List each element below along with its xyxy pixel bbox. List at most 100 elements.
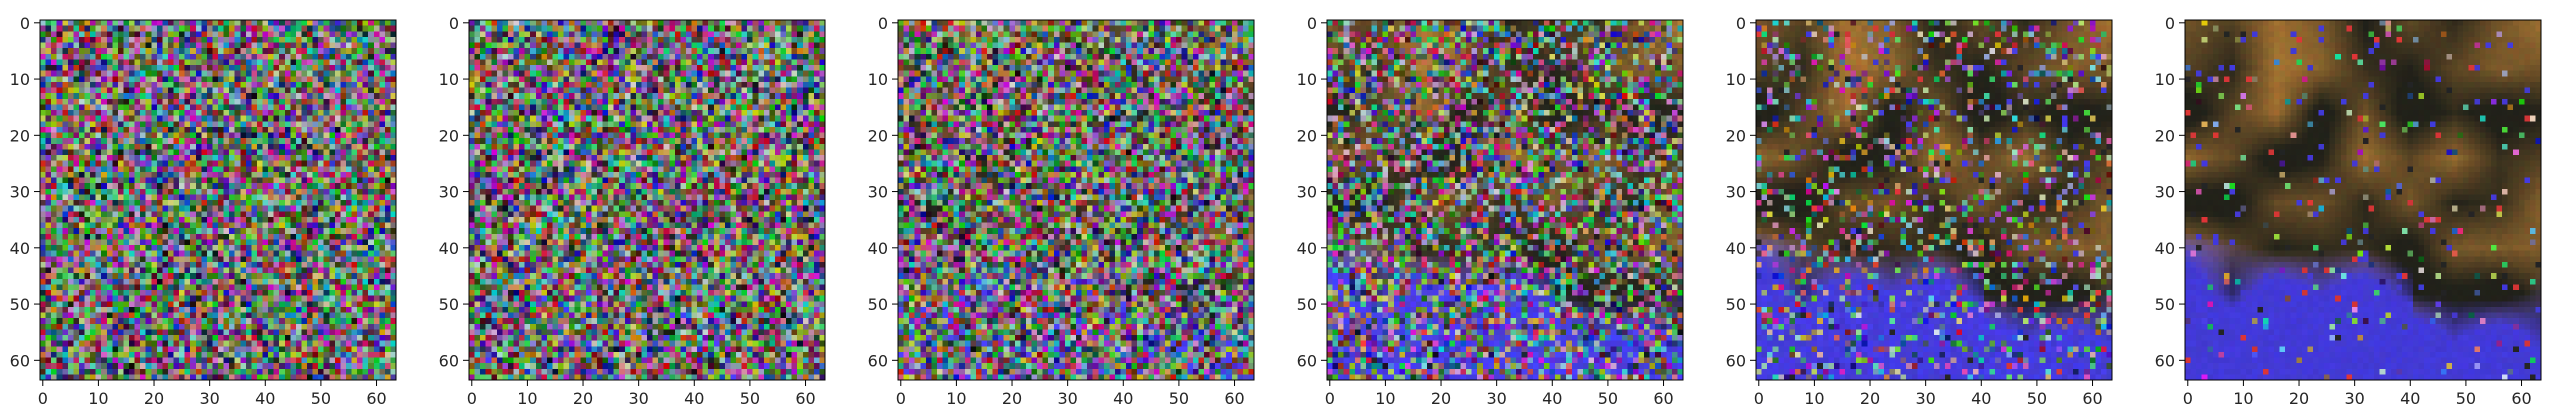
x-tick-label: 10 <box>946 389 966 408</box>
panel-5-image <box>1756 20 2112 380</box>
y-tick-label: 0 <box>1736 14 1746 33</box>
x-tick-label: 60 <box>1224 389 1244 408</box>
y-tick-label: 20 <box>868 126 888 145</box>
x-tick-label: 0 <box>1754 389 1764 408</box>
x-tick-label: 30 <box>1057 389 1077 408</box>
x-tick-label: 50 <box>2456 389 2476 408</box>
y-tick-label: 40 <box>868 239 888 258</box>
y-tick-label: 40 <box>10 239 30 258</box>
y-tick-label: 60 <box>868 351 888 370</box>
y-tick-label: 20 <box>1297 126 1317 145</box>
y-tick-label: 20 <box>1726 126 1746 145</box>
x-tick-label: 20 <box>144 389 164 408</box>
x-tick-label: 40 <box>1113 389 1133 408</box>
y-tick-label: 40 <box>2155 239 2175 258</box>
x-tick-label: 50 <box>740 389 760 408</box>
y-tick-label: 0 <box>449 14 459 33</box>
x-tick-label: 20 <box>1002 389 1022 408</box>
x-tick-label: 10 <box>1804 389 1824 408</box>
panel-4-frame <box>1326 19 1684 381</box>
panel-5: 0 10 20 30 40 50 60 0 10 20 30 40 50 60 <box>1726 14 2113 408</box>
y-tick-label: 40 <box>1297 239 1317 258</box>
x-tick-label: 60 <box>1653 389 1673 408</box>
x-tick-label: 0 <box>38 389 48 408</box>
x-tick-label: 0 <box>467 389 477 408</box>
y-tick-label: 20 <box>2155 126 2175 145</box>
x-tick-label: 0 <box>2183 389 2193 408</box>
x-tick-label: 40 <box>684 389 704 408</box>
y-tick-label: 30 <box>439 183 459 202</box>
panel-2-frame <box>468 19 826 381</box>
y-tick-label: 0 <box>2165 14 2175 33</box>
x-tick-label: 20 <box>1860 389 1880 408</box>
y-tick-label: 10 <box>439 70 459 89</box>
y-tick-label: 60 <box>2155 351 2175 370</box>
y-tick-label: 50 <box>2155 295 2175 314</box>
x-tick-label: 60 <box>2511 389 2531 408</box>
x-tick-label: 30 <box>2344 389 2364 408</box>
x-tick-label: 60 <box>366 389 386 408</box>
x-tick-label: 20 <box>2289 389 2309 408</box>
y-tick-label: 20 <box>10 126 30 145</box>
x-tick-label: 50 <box>1598 389 1618 408</box>
y-tick-label: 60 <box>10 351 30 370</box>
y-tick-label: 0 <box>1307 14 1317 33</box>
x-tick-label: 50 <box>2027 389 2047 408</box>
y-tick-label: 10 <box>868 70 888 89</box>
panel-6: 0 10 20 30 40 50 60 0 10 20 30 40 50 60 <box>2155 14 2542 408</box>
x-tick-label: 40 <box>1542 389 1562 408</box>
panel-1: 0 10 20 30 40 50 60 0 10 20 30 40 50 60 <box>10 14 397 408</box>
x-tick-label: 20 <box>1431 389 1451 408</box>
x-tick-label: 0 <box>1325 389 1335 408</box>
x-tick-label: 10 <box>1375 389 1395 408</box>
y-tick-label: 30 <box>10 183 30 202</box>
x-tick-label: 40 <box>1971 389 1991 408</box>
y-tick-label: 40 <box>439 239 459 258</box>
y-tick-label: 0 <box>878 14 888 33</box>
panel-3-frame <box>897 19 1255 381</box>
y-tick-label: 30 <box>1726 183 1746 202</box>
x-tick-label: 40 <box>255 389 275 408</box>
panel-4-image <box>1327 20 1683 380</box>
y-tick-label: 60 <box>439 351 459 370</box>
y-tick-label: 50 <box>439 295 459 314</box>
x-tick-label: 50 <box>311 389 331 408</box>
x-tick-label: 0 <box>896 389 906 408</box>
x-tick-label: 40 <box>2400 389 2420 408</box>
y-tick-label: 50 <box>10 295 30 314</box>
x-tick-label: 30 <box>628 389 648 408</box>
y-tick-label: 50 <box>1297 295 1317 314</box>
x-tick-label: 10 <box>2233 389 2253 408</box>
y-tick-label: 20 <box>439 126 459 145</box>
y-tick-label: 10 <box>2155 70 2175 89</box>
x-tick-label: 10 <box>517 389 537 408</box>
y-tick-label: 50 <box>1726 295 1746 314</box>
x-tick-label: 50 <box>1169 389 1189 408</box>
x-tick-label: 60 <box>2082 389 2102 408</box>
y-tick-label: 40 <box>1726 239 1746 258</box>
x-tick-label: 30 <box>199 389 219 408</box>
panel-2: 0 10 20 30 40 50 60 0 10 20 30 40 50 60 <box>439 14 826 408</box>
x-tick-label: 30 <box>1486 389 1506 408</box>
panel-6-image <box>2185 20 2541 380</box>
panel-5-frame <box>1755 19 2113 381</box>
y-tick-label: 30 <box>2155 183 2175 202</box>
y-tick-label: 60 <box>1297 351 1317 370</box>
panel-4: 0 10 20 30 40 50 60 0 10 20 30 40 50 60 <box>1297 14 1684 408</box>
panel-1-frame <box>39 19 397 381</box>
y-tick-label: 0 <box>20 14 30 33</box>
x-tick-label: 10 <box>88 389 108 408</box>
x-tick-label: 20 <box>573 389 593 408</box>
y-tick-label: 10 <box>1726 70 1746 89</box>
y-tick-label: 10 <box>1297 70 1317 89</box>
y-tick-label: 10 <box>10 70 30 89</box>
panel-1-image <box>40 20 396 380</box>
panel-3: 0 10 20 30 40 50 60 0 10 20 30 40 50 60 <box>868 14 1255 408</box>
y-tick-label: 30 <box>868 183 888 202</box>
y-tick-label: 50 <box>868 295 888 314</box>
x-tick-label: 60 <box>795 389 815 408</box>
x-tick-label: 30 <box>1915 389 1935 408</box>
panel-2-image <box>469 20 825 380</box>
y-tick-label: 60 <box>1726 351 1746 370</box>
